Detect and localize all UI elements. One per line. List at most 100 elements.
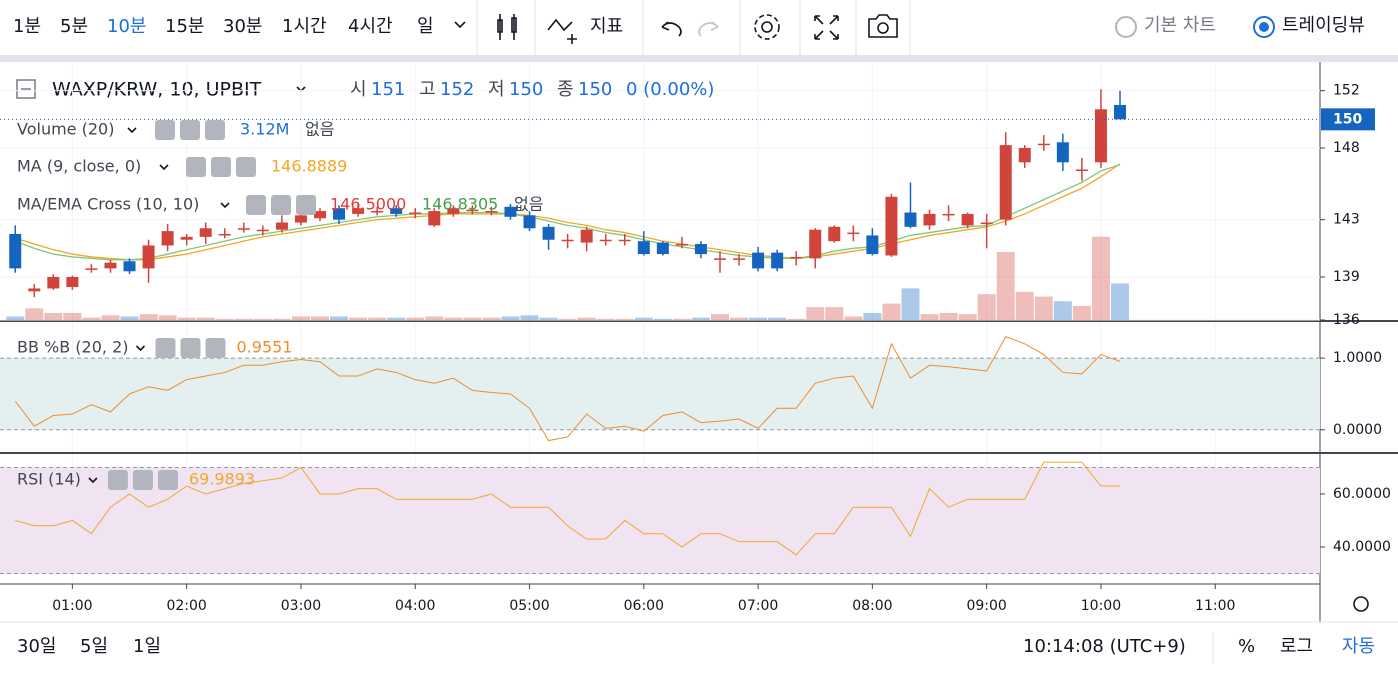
indicator-menu[interactable] (88, 477, 98, 484)
symbol: WAXP/KRW, 10, UPBIT (52, 79, 262, 101)
indicator-pane (15, 461, 1120, 556)
legend-menu[interactable] (159, 164, 169, 171)
candle-body (752, 252, 765, 269)
interval[interactable]: 1시간 (282, 16, 327, 37)
volume-bar (253, 318, 272, 320)
candle-body (199, 228, 212, 237)
fullscreen-icon[interactable] (814, 15, 839, 40)
range-button[interactable]: 30일 (17, 636, 56, 657)
candle-body (866, 235, 879, 255)
legend-button[interactable] (271, 195, 291, 215)
legend-button[interactable] (205, 120, 225, 140)
candle-body (942, 213, 955, 216)
axis-option[interactable]: % (1238, 636, 1255, 657)
range-button[interactable]: 1일 (133, 636, 161, 657)
legend-button[interactable] (236, 157, 256, 177)
indicator-menu[interactable] (135, 345, 146, 352)
legend-button[interactable] (155, 120, 175, 140)
candle-body (66, 277, 79, 288)
candle-body (923, 213, 936, 226)
candle-body (371, 211, 384, 213)
legend-button[interactable] (180, 338, 201, 358)
legend-button[interactable] (211, 157, 231, 177)
radio-basic[interactable] (1115, 16, 1137, 38)
volume-bar (25, 308, 44, 320)
candle-body (790, 256, 803, 259)
candle-body (123, 261, 136, 272)
x-tick-label: 01:00 (52, 598, 92, 614)
candle-body (237, 228, 250, 230)
legend-button[interactable] (107, 470, 128, 490)
volume-bar (596, 318, 615, 320)
legend-menu[interactable] (220, 202, 230, 209)
volume-bar (672, 318, 691, 320)
axis-option[interactable]: 로그 (1280, 636, 1313, 657)
volume-bar (1034, 296, 1053, 320)
legend-value: 없음 (514, 195, 543, 214)
axis-option[interactable]: 자동 (1342, 636, 1375, 657)
x-tick-label: 05:00 (509, 598, 549, 614)
x-tick-label: 08:00 (852, 598, 892, 614)
ma-line (15, 163, 1121, 261)
candle-body (828, 226, 841, 242)
legend-menu[interactable] (127, 127, 137, 134)
radio-tradingview[interactable] (1253, 16, 1275, 38)
volume-bar (996, 251, 1015, 320)
camera-icon[interactable] (868, 14, 898, 38)
interval[interactable]: 30분 (223, 16, 262, 37)
indicator-pane (14, 335, 1121, 442)
interval[interactable]: 10분 (107, 16, 146, 37)
volume-bar (882, 303, 901, 320)
settings-icon[interactable] (761, 21, 773, 33)
interval-menu[interactable] (454, 21, 466, 29)
interval[interactable]: 15분 (165, 16, 204, 37)
legend-button[interactable] (155, 338, 176, 358)
legend-button[interactable] (157, 470, 178, 490)
legend-button[interactable] (296, 195, 316, 215)
legend-button[interactable] (180, 120, 200, 140)
candle-body (275, 222, 288, 230)
indicator-title: RSI (14) (17, 470, 81, 489)
legend-button[interactable] (205, 338, 226, 358)
candle-body (675, 244, 688, 246)
volume-bar (615, 318, 634, 320)
mode-tradingview[interactable]: 트레이딩뷰 (1282, 15, 1365, 36)
volume-bar (749, 317, 768, 320)
undo-icon[interactable] (661, 21, 682, 37)
indicator-icon[interactable] (547, 18, 577, 44)
redo-icon[interactable] (698, 21, 719, 37)
x-tick-label: 09:00 (966, 598, 1006, 614)
volume-bar (444, 317, 463, 320)
candle-body (409, 212, 422, 214)
candle-body (428, 211, 441, 226)
volume-bar (425, 316, 444, 320)
volume-bar (44, 312, 63, 320)
mode-basic[interactable]: 기본 차트 (1144, 15, 1216, 36)
interval[interactable]: 1분 (13, 16, 41, 37)
candle-body (447, 208, 460, 214)
interval[interactable]: 일 (417, 16, 434, 37)
range-button[interactable]: 5일 (80, 636, 108, 657)
volume-bar (787, 318, 806, 320)
toolbar-divider (0, 55, 1398, 62)
candle-body (999, 145, 1012, 220)
volume-bar (215, 318, 234, 320)
candle-body (333, 208, 346, 220)
candle-body (904, 212, 917, 227)
legend-value: 146.5000 (330, 195, 406, 214)
ohlc-label: 저 (488, 79, 505, 100)
volume-bar (768, 317, 787, 320)
candle-style-icon[interactable] (497, 14, 517, 40)
indicator-button[interactable]: 지표 (590, 16, 623, 37)
collapse-legend[interactable] (16, 79, 36, 99)
legend-button[interactable] (246, 195, 266, 215)
candle-body (104, 262, 117, 269)
interval[interactable]: 4시간 (348, 16, 393, 37)
candle-body (1018, 148, 1031, 163)
interval[interactable]: 5분 (60, 16, 88, 37)
legend-button[interactable] (132, 470, 153, 490)
axis-settings[interactable] (1353, 596, 1369, 612)
candle-body (180, 236, 193, 240)
legend-button[interactable] (186, 157, 206, 177)
